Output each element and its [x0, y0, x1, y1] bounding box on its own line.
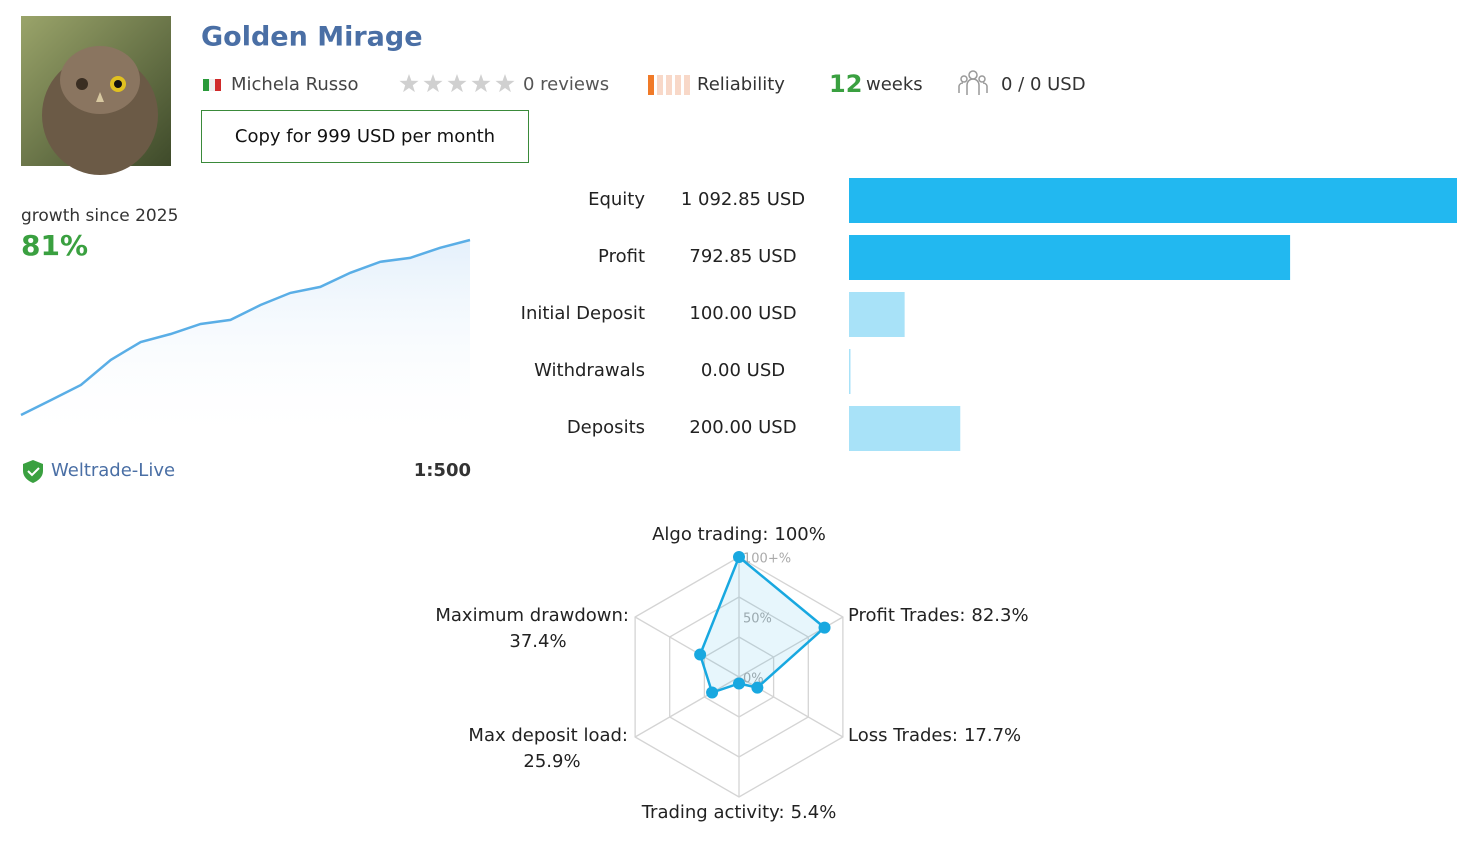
radar-area: [698, 554, 827, 695]
row-label: Profit: [598, 246, 645, 267]
growth-line: [20, 238, 471, 417]
growth-area: [21, 240, 470, 445]
server[interactable]: Weltrade-Live: [51, 460, 175, 481]
weeks-unit: weeks: [866, 74, 923, 95]
row-label: Equity: [588, 189, 645, 210]
copy-button-label[interactable]: Copy for 999 USD per month: [235, 126, 495, 147]
radar-value: 37.4%: [509, 631, 566, 652]
star: [471, 74, 491, 93]
radar-label-value: 100%: [774, 524, 825, 545]
radar-spoke: [634, 676, 740, 738]
radar-spoke: [634, 616, 740, 678]
subscribers-icon: [958, 70, 988, 95]
radar-point: [818, 621, 831, 634]
row-label: Withdrawals: [534, 360, 645, 381]
reliability: Reliability: [697, 74, 785, 95]
star: [447, 74, 467, 93]
weeks-count: 12: [829, 70, 862, 98]
radar-label: Loss Trades: 17.7%: [848, 725, 1021, 746]
growth-value: 81%: [21, 229, 88, 262]
row-value: 1 092.85 USD: [681, 189, 805, 210]
radar-tick: 100+%: [743, 552, 791, 567]
row-label: Initial Deposit: [521, 303, 645, 324]
reviews[interactable]: 0 reviews: [523, 74, 609, 95]
radar-value: 25.9%: [523, 751, 580, 772]
author[interactable]: Michela Russo: [231, 74, 359, 95]
radar-point: [751, 681, 764, 694]
radar-label-value: 5.4%: [791, 802, 837, 823]
radar-label: Trading activity: 5.4%: [641, 802, 837, 823]
radar-label: Algo trading: 100%: [652, 524, 826, 545]
copy-button[interactable]: [201, 110, 529, 163]
radar-point: [733, 677, 745, 690]
radar-label-name: Algo trading:: [652, 524, 768, 545]
radar-point: [694, 648, 707, 661]
star: [423, 74, 443, 93]
radar-point: [733, 551, 745, 563]
bar: [849, 235, 1291, 280]
bar: [849, 406, 961, 451]
rating-stars: [399, 74, 515, 93]
radar-label-value: 82.3%: [971, 605, 1028, 626]
row-value: 200.00 USD: [689, 417, 796, 438]
row-label: Deposits: [567, 417, 645, 438]
leverage: 1:500: [414, 460, 471, 481]
bar: [849, 178, 1457, 223]
row-value: 100.00 USD: [689, 303, 796, 324]
subscribers: 0 / 0 USD: [1001, 74, 1086, 95]
radar-label-name: Profit Trades:: [848, 605, 965, 626]
row-value: 792.85 USD: [689, 246, 796, 267]
growth-caption: growth since 2025: [21, 206, 178, 226]
bar: [849, 349, 851, 394]
star: [399, 74, 419, 93]
avatar: [21, 16, 171, 175]
star: [495, 74, 515, 93]
radar-point: [706, 686, 719, 699]
radar-label: Profit Trades: 82.3%: [848, 605, 1029, 626]
radar-tick: 50%: [743, 612, 772, 627]
radar-label-name: Trading activity:: [641, 802, 785, 823]
radar-label: Maximum drawdown:: [435, 605, 629, 626]
server-icon: [23, 460, 43, 483]
radar-label-name: Loss Trades:: [848, 725, 958, 746]
bar: [849, 292, 905, 337]
flag: [203, 79, 221, 91]
reliability-icon: [648, 75, 690, 95]
title[interactable]: Golden Mirage: [201, 22, 423, 53]
radar-label: Max deposit load:: [468, 725, 628, 746]
radar-label-value: 17.7%: [964, 725, 1021, 746]
row-value: 0.00 USD: [701, 360, 785, 381]
